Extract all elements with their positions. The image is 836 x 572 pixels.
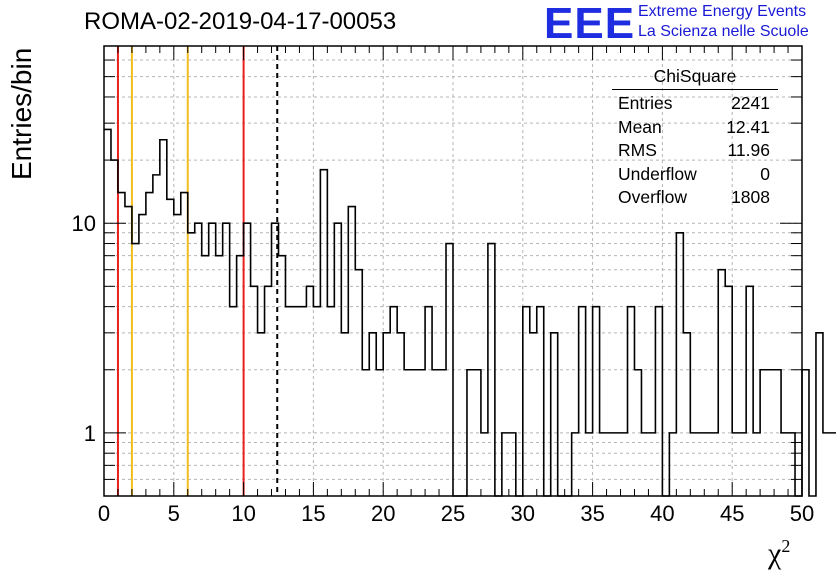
y-tick-label: 10 xyxy=(72,211,96,236)
x-axis-label: χ2 xyxy=(768,536,790,571)
x-tick-label: 40 xyxy=(650,501,674,526)
x-tick-label: 30 xyxy=(511,501,535,526)
stats-row-underflow: Underflow 0 xyxy=(612,163,778,187)
x-axis-label-main: χ xyxy=(768,537,782,570)
stats-header: ChiSquare xyxy=(612,66,778,90)
x-tick-label: 35 xyxy=(580,501,604,526)
stats-value: 11.96 xyxy=(727,140,771,161)
x-tick-label: 25 xyxy=(441,501,465,526)
y-tick-label: 1 xyxy=(84,421,96,446)
x-tick-label: 5 xyxy=(168,501,180,526)
brand-line-2: La Scienza nelle Scuole xyxy=(638,23,809,40)
stats-label: Entries xyxy=(618,93,673,114)
chart-title: ROMA-02-2019-04-17-00053 xyxy=(84,8,397,35)
stats-row-mean: Mean 12.41 xyxy=(612,116,778,140)
stats-row-overflow: Overflow 1808 xyxy=(612,186,778,210)
x-tick-label: 10 xyxy=(231,501,255,526)
stats-value: 12.41 xyxy=(726,116,770,137)
stats-value: 0 xyxy=(760,163,770,184)
stats-label: RMS xyxy=(618,140,657,161)
x-tick-label: 20 xyxy=(371,501,395,526)
stats-row-rms: RMS 11.96 xyxy=(612,139,778,163)
histogram-series xyxy=(104,128,836,497)
y-axis-label: Entries/bin xyxy=(6,47,37,180)
x-tick-label: 0 xyxy=(98,501,110,526)
stats-box: ChiSquare Entries 2241 Mean 12.41 RMS 11.96… xyxy=(612,66,778,210)
x-tick-label: 45 xyxy=(720,501,744,526)
brand-line-1: Extreme Energy Events xyxy=(638,3,807,20)
stats-row-entries: Entries 2241 xyxy=(612,92,778,116)
stats-value: 1808 xyxy=(731,187,770,208)
eee-logo: EEE xyxy=(544,0,636,48)
stats-value: 2241 xyxy=(731,93,770,114)
x-tick-label: 50 xyxy=(790,501,814,526)
stats-label: Overflow xyxy=(618,187,688,208)
stats-label: Mean xyxy=(618,116,662,137)
x-axis-label-sup: 2 xyxy=(781,536,791,556)
x-tick-label: 15 xyxy=(301,501,325,526)
stats-label: Underflow xyxy=(618,163,697,184)
